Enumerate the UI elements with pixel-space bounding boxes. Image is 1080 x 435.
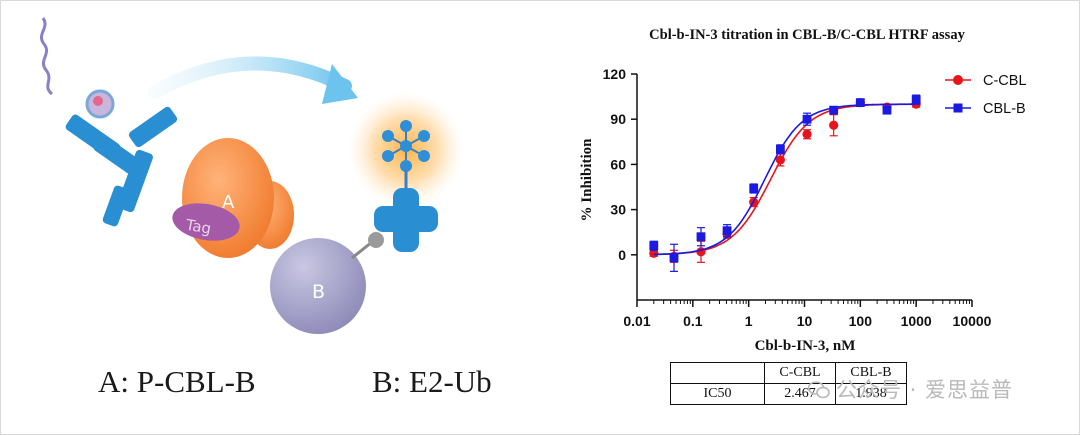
- titration-chart: Cbl-b-IN-3 titration in CBL-B/C-CBL HTRF…: [560, 0, 1080, 435]
- data-point-cbl-b: [722, 226, 732, 236]
- tag-icon: [172, 203, 240, 241]
- ic50-table-corner: [670, 362, 765, 384]
- y-tick-label: 60: [610, 156, 626, 172]
- ic50-row-label: IC50: [670, 383, 765, 405]
- x-tick-label: 1: [745, 313, 753, 329]
- label-p-cbl-b: A: P-CBL-B: [98, 364, 256, 399]
- data-point-cbl-b: [829, 105, 839, 115]
- ic50-table-row: IC50 2.467 1.938: [670, 383, 907, 405]
- ic50-value-cbl-b: 1.938: [835, 383, 907, 405]
- data-point-cbl-b: [882, 105, 892, 115]
- protein-b-text: B: [312, 281, 325, 303]
- legend-label: CBL-B: [983, 101, 1026, 117]
- legend-marker: [953, 103, 963, 113]
- x-tick-label: 0.1: [683, 313, 703, 329]
- y-tick-label: 30: [610, 202, 626, 218]
- y-tick-label: 120: [603, 66, 627, 82]
- y-tick-label: 90: [610, 111, 626, 127]
- legend-label: C-CBL: [983, 73, 1027, 89]
- acceptor-fluorophore-icon: [382, 120, 430, 190]
- tag-text: Tag: [183, 216, 212, 238]
- schematic-illustration: A Tag B: [39, 17, 464, 334]
- energy-transfer-arrow-icon: [148, 56, 352, 99]
- acceptor-binder-icon: [374, 188, 438, 252]
- protein-b-icon: [270, 238, 366, 334]
- excitation-wave-icon: [39, 17, 54, 96]
- x-tick-label: 10000: [953, 313, 992, 329]
- data-point-cbl-b: [749, 184, 759, 193]
- chart-title: Cbl-b-IN-3 titration in CBL-B/C-CBL HTRF…: [649, 27, 965, 43]
- x-axis-label: Cbl-b-IN-3, nM: [755, 338, 856, 354]
- x-tick-label: 0.01: [623, 313, 650, 329]
- data-point-cbl-b: [696, 232, 706, 242]
- x-tick-label: 100: [849, 313, 873, 329]
- chart-canvas: Cbl-b-IN-3 titration in CBL-B/C-CBL HTRF…: [579, 27, 1027, 354]
- antibody-icon: [65, 106, 178, 227]
- data-point-cbl-b: [802, 114, 812, 124]
- watermark: 公众号 · 爱思益普: [808, 374, 1013, 404]
- data-point-c-cbl: [649, 248, 659, 258]
- ic50-table-header-row: C-CBL CBL-B: [670, 362, 907, 384]
- data-point-cbl-b: [649, 241, 659, 251]
- y-axis-label: % Inhibition: [579, 138, 595, 222]
- ic50-table: C-CBL CBL-B IC50 2.467 1.938: [670, 362, 907, 405]
- data-point-c-cbl: [829, 120, 839, 130]
- x-tick-label: 1000: [901, 313, 932, 329]
- assay-schematic: A Tag B: [39, 17, 492, 399]
- wechat-icon: [808, 381, 830, 399]
- data-point-cbl-b: [669, 253, 679, 263]
- data-point-c-cbl: [802, 129, 812, 139]
- x-tick-label: 10: [797, 313, 813, 329]
- watermark-text: 公众号 · 爱思益普: [836, 378, 1014, 402]
- data-point-c-cbl: [775, 155, 785, 165]
- data-point-cbl-b: [775, 144, 785, 154]
- data-point-cbl-b: [855, 98, 865, 108]
- ic50-header-c-cbl: C-CBL: [764, 362, 836, 384]
- protein-a-text: A: [222, 192, 235, 213]
- y-tick-label: 0: [618, 247, 626, 263]
- label-e2-ub: B: E2-Ub: [372, 364, 492, 399]
- ubiquitin-link-icon: [368, 232, 384, 248]
- fit-curve-cbl-b: [653, 103, 917, 256]
- data-point-cbl-b: [911, 95, 921, 105]
- legend-marker: [953, 75, 963, 85]
- fit-curve-c-cbl: [653, 103, 917, 256]
